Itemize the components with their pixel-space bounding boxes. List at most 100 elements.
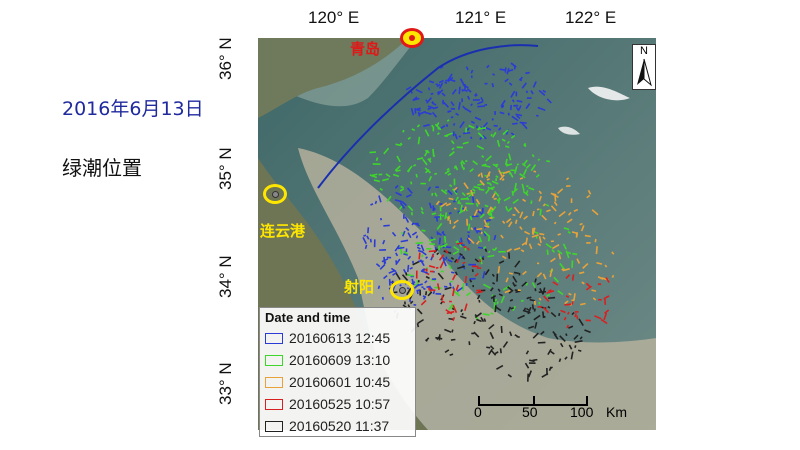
green-tide-patch (444, 349, 450, 354)
green-tide-patch (515, 290, 521, 294)
green-tide-patch (481, 257, 485, 261)
green-tide-patch (395, 272, 401, 280)
green-tide-patch (581, 281, 585, 285)
green-tide-patch (571, 274, 575, 281)
green-tide-patch (442, 256, 447, 261)
green-tide-patch (497, 288, 501, 292)
green-tide-patch (501, 104, 505, 108)
green-tide-patch (506, 248, 512, 253)
green-tide-patch (566, 218, 573, 224)
green-tide-patch (499, 174, 505, 181)
green-tide-patch (435, 217, 439, 222)
green-tide-patch (550, 205, 557, 212)
green-tide-patch (383, 147, 390, 155)
green-tide-patch (457, 241, 463, 248)
green-tide-patch (462, 261, 466, 265)
green-tide-patch (487, 250, 491, 254)
green-tide-patch (558, 358, 562, 363)
green-tide-patch (415, 88, 423, 94)
green-tide-patch (386, 195, 392, 202)
green-tide-patch (449, 153, 453, 156)
green-tide-patch (523, 215, 528, 220)
green-tide-patch (369, 238, 372, 243)
green-tide-patch (462, 283, 465, 291)
green-tide-patch (611, 251, 615, 255)
green-tide-patch (437, 232, 443, 236)
green-tide-patch (484, 269, 490, 276)
green-tide-patch (516, 99, 523, 103)
green-tide-patch (501, 255, 507, 260)
green-tide-patch (379, 217, 383, 221)
green-tide-patch (478, 188, 485, 191)
green-tide-patch (416, 124, 421, 128)
green-tide-patch (505, 218, 512, 224)
green-tide-patch (495, 175, 499, 179)
green-tide-patch (444, 235, 447, 243)
green-tide-patch (454, 271, 458, 276)
green-tide-patch (476, 144, 485, 150)
green-tide-patch (516, 114, 521, 120)
green-tide-patch (425, 275, 430, 280)
green-tide-patch (603, 295, 610, 300)
green-tide-patch (451, 188, 458, 195)
green-tide-patch (437, 89, 444, 96)
green-tide-patch (465, 108, 472, 113)
green-tide-patch (467, 95, 471, 100)
green-tide-patch (454, 190, 458, 193)
green-tide-patch (477, 132, 485, 139)
green-tide-patch (424, 168, 430, 174)
green-tide-patch (480, 231, 483, 235)
green-tide-patch (374, 200, 378, 205)
green-tide-patch (491, 83, 495, 88)
green-tide-patch (490, 133, 493, 137)
green-tide-patch (422, 296, 427, 300)
green-tide-patch (441, 300, 446, 304)
green-tide-patch (427, 186, 432, 192)
green-tide-patch (447, 258, 453, 263)
green-tide-patch (436, 90, 441, 94)
green-tide-patch (446, 167, 450, 171)
green-tide-patch (546, 98, 552, 104)
green-tide-patch (394, 199, 403, 203)
green-tide-patch (444, 249, 449, 254)
lat-tick-36: 36° N (216, 37, 235, 80)
green-tide-patch (435, 200, 440, 206)
legend-swatch (265, 420, 283, 432)
green-tide-patch (525, 163, 531, 169)
green-tide-patch (538, 195, 542, 202)
green-tide-patch (469, 168, 474, 173)
green-tide-patch (451, 274, 457, 281)
green-tide-patch (498, 169, 503, 177)
green-tide-patch (491, 180, 499, 185)
green-tide-patch (487, 254, 495, 258)
green-tide-patch (525, 350, 530, 355)
green-tide-patch (496, 301, 499, 305)
green-tide-patch (570, 351, 574, 360)
green-tide-patch (452, 225, 456, 230)
green-tide-patch (522, 168, 528, 176)
green-tide-patch (559, 335, 566, 343)
green-tide-patch (526, 296, 530, 300)
green-tide-patch (423, 123, 430, 127)
green-tide-patch (489, 182, 493, 187)
green-tide-patch (486, 346, 491, 349)
green-tide-patch (464, 247, 467, 251)
green-tide-patch (447, 189, 453, 196)
green-tide-patch (557, 289, 564, 296)
green-tide-patch (363, 234, 367, 237)
green-tide-patch (420, 207, 424, 211)
green-tide-patch (531, 282, 536, 288)
green-tide-patch (431, 100, 434, 104)
green-tide-patch (564, 356, 568, 360)
green-tide-patch (444, 286, 452, 291)
green-tide-patch (578, 271, 585, 275)
green-tide-patch (521, 162, 527, 167)
green-tide-patch (525, 190, 529, 195)
green-tide-patch (491, 207, 494, 211)
green-tide-patch (409, 266, 413, 270)
green-tide-patch (499, 68, 505, 71)
green-tide-patch (553, 333, 559, 340)
green-tide-patch (563, 316, 567, 321)
green-tide-patch (485, 219, 491, 223)
green-tide-patch (428, 265, 436, 269)
